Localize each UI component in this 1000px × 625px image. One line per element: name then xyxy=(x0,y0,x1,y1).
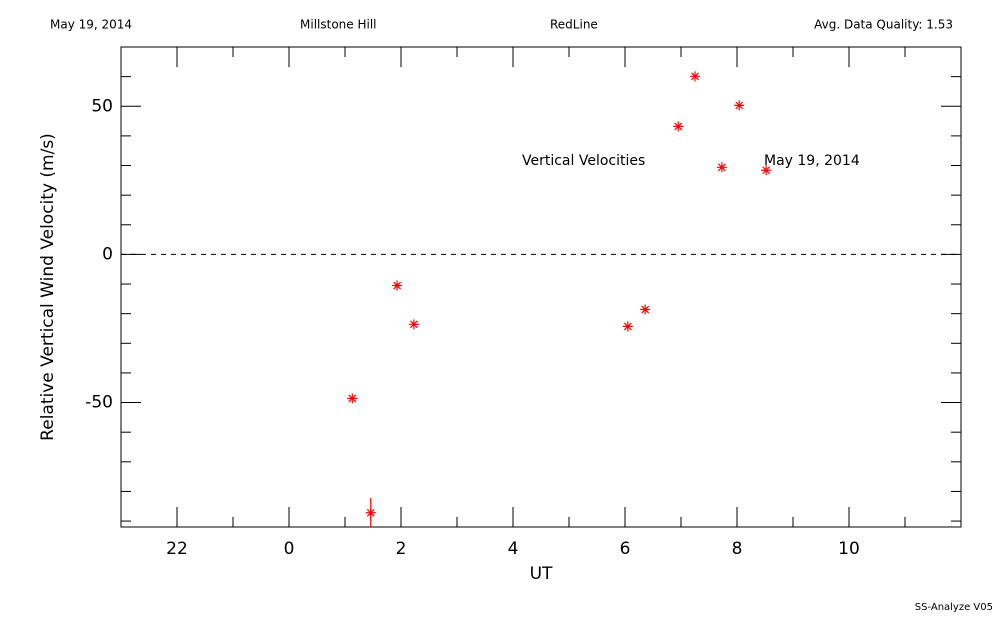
star xyxy=(392,280,403,291)
x-tick-label: 6 xyxy=(620,539,631,559)
header-instrument: RedLine xyxy=(550,18,598,32)
star xyxy=(690,71,700,82)
star xyxy=(761,165,772,176)
footer: SS-Analyze V05 xyxy=(915,602,993,613)
star xyxy=(716,162,727,173)
annotation: May 19, 2014 xyxy=(764,153,860,169)
point xyxy=(622,321,633,332)
star xyxy=(734,100,745,111)
star xyxy=(640,304,651,315)
point xyxy=(640,304,651,315)
x-tick-label: 2 xyxy=(396,539,407,559)
point xyxy=(673,121,684,132)
x-tick-label: 8 xyxy=(732,539,743,559)
x-tick-label: 10 xyxy=(838,539,860,559)
y-tick-label: 50 xyxy=(91,96,113,116)
y-tick-label: -50 xyxy=(85,393,113,413)
header-date: May 19, 2014 xyxy=(50,18,132,32)
star xyxy=(347,393,358,404)
x-tick-label: 0 xyxy=(284,539,295,559)
point xyxy=(347,393,358,404)
star xyxy=(622,321,633,332)
point xyxy=(690,71,700,82)
point xyxy=(761,165,772,176)
plot-frame xyxy=(120,46,962,528)
header-site: Millstone Hill xyxy=(300,18,376,32)
point xyxy=(716,162,727,173)
x-tick-label: 4 xyxy=(508,539,519,559)
point xyxy=(734,100,745,111)
y-tick-label: 0 xyxy=(102,244,113,264)
star xyxy=(673,121,684,132)
star xyxy=(408,319,419,330)
point xyxy=(408,319,419,330)
x-tick-label: 22 xyxy=(166,539,188,559)
annotation: Vertical Velocities xyxy=(522,153,645,169)
point xyxy=(392,280,403,291)
header-quality: Avg. Data Quality: 1.53 xyxy=(814,18,953,32)
x-axis-label: UT xyxy=(530,564,553,584)
y-axis-label: Relative Vertical Wind Velocity (m/s) xyxy=(38,133,58,441)
